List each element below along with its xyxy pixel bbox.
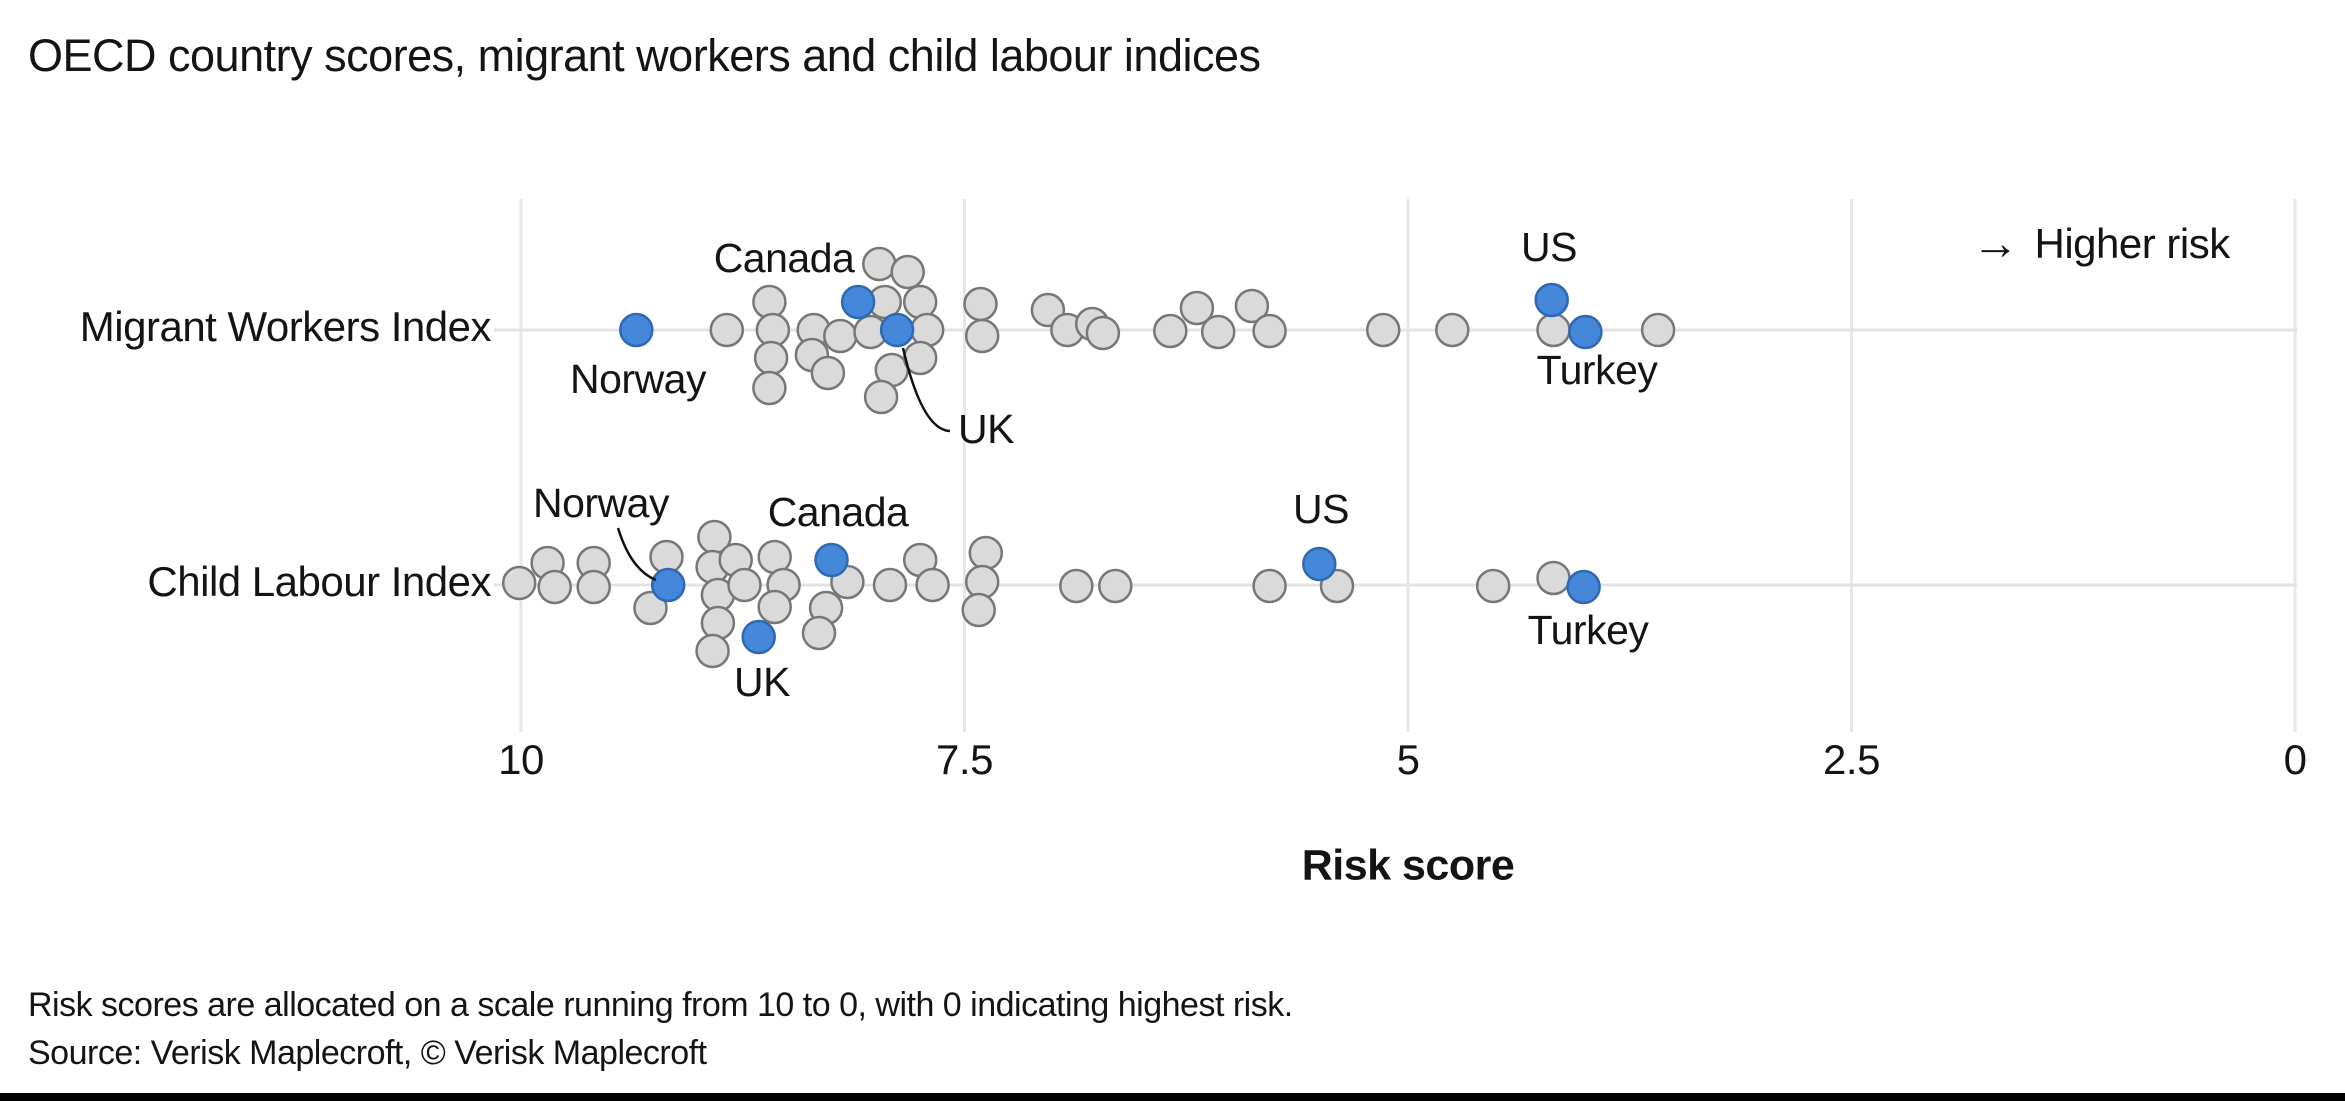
x-tick-label: 5 (1397, 736, 1420, 783)
x-axis-title: Risk score (1302, 841, 1515, 889)
data-point (1252, 568, 1287, 604)
data-point-uk (741, 619, 776, 655)
country-annotation-us: US (1521, 224, 1577, 270)
footer: Risk scores are allocated on a scale run… (28, 981, 1293, 1077)
country-annotation-norway: Norway (570, 356, 707, 402)
data-point (1640, 312, 1676, 348)
data-point (1536, 560, 1571, 596)
data-point (753, 340, 789, 376)
data-point (902, 284, 938, 320)
data-point (709, 312, 745, 348)
country-annotation-canada: Canada (768, 489, 909, 535)
data-point (964, 318, 1000, 354)
country-annotation-uk: UK (734, 659, 790, 705)
data-point (1153, 313, 1188, 349)
data-point-norway (619, 312, 654, 348)
data-point (1059, 568, 1094, 604)
data-point (1085, 315, 1121, 351)
annotation-leader-line (901, 347, 951, 433)
higher-risk-legend: → Higher risk (1972, 215, 2231, 269)
data-point (1234, 288, 1270, 324)
x-tick-label: 7.5 (936, 736, 993, 783)
data-point (968, 535, 1004, 571)
data-point (1252, 313, 1287, 349)
data-point (810, 355, 846, 391)
data-point (633, 590, 668, 626)
data-point (537, 569, 572, 605)
data-point (1200, 314, 1236, 350)
data-point-norway (650, 567, 686, 603)
chart-title: OECD country scores, migrant workers and… (28, 30, 1261, 81)
data-point-canada (814, 542, 849, 578)
annotation-leader-line (616, 527, 657, 582)
bottom-border-bar (0, 1093, 2345, 1101)
data-point (1435, 312, 1470, 348)
data-point (862, 246, 897, 282)
data-point (915, 567, 950, 603)
data-point-us (1302, 546, 1337, 582)
data-point (576, 569, 611, 605)
data-point (801, 615, 837, 651)
data-point (961, 592, 996, 628)
data-point-turkey (1568, 314, 1603, 350)
data-point (1475, 568, 1511, 604)
data-point (752, 370, 787, 406)
country-annotation-turkey: Turkey (1537, 347, 1659, 393)
row-label: Child Labour Index (147, 558, 491, 605)
footnote-text: Risk scores are allocated on a scale run… (28, 986, 1293, 1024)
data-point (872, 567, 908, 603)
data-point (700, 605, 736, 641)
data-point (863, 379, 899, 415)
source-text: Source: Verisk Maplecroft, © Verisk Mapl… (28, 1034, 707, 1072)
country-annotation-canada: Canada (714, 235, 855, 281)
data-point (1179, 290, 1215, 326)
data-point (1365, 312, 1401, 348)
higher-risk-label: Higher risk (2034, 220, 2231, 267)
data-point (1536, 312, 1571, 348)
data-point (501, 565, 537, 601)
country-annotation-us: US (1293, 486, 1349, 532)
data-point-canada (840, 284, 876, 320)
data-point (727, 567, 762, 603)
x-tick-label: 2.5 (1823, 736, 1880, 783)
x-tick-label: 0 (2284, 736, 2307, 783)
data-point-us (1534, 282, 1569, 318)
arrow-right-icon: → (1972, 215, 2019, 269)
country-annotation-turkey: Turkey (1528, 607, 1650, 653)
data-point (909, 312, 945, 348)
data-point (695, 633, 730, 669)
data-point (1098, 568, 1133, 604)
data-point (963, 286, 998, 322)
x-tick-label: 10 (498, 736, 544, 783)
data-point-uk (879, 312, 915, 348)
data-point-turkey (1566, 569, 1601, 605)
country-annotation-uk: UK (958, 406, 1014, 452)
data-point (890, 254, 925, 290)
country-annotation-norway: Norway (533, 480, 670, 526)
data-point (757, 589, 792, 625)
row-label: Migrant Workers Index (80, 303, 492, 350)
data-point (823, 318, 858, 354)
